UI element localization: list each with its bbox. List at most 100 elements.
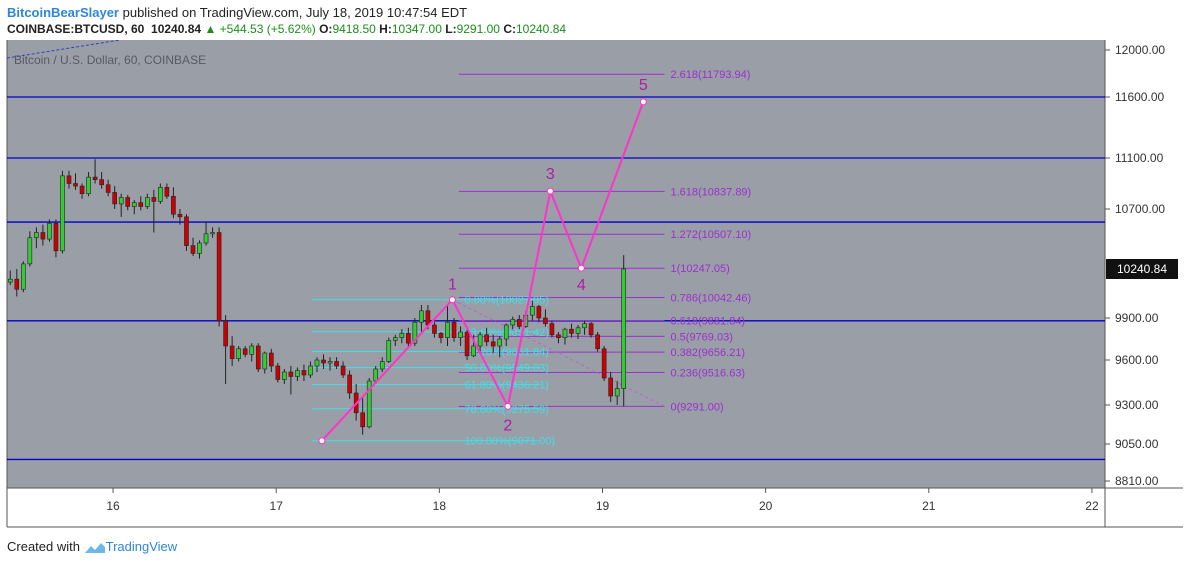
change-value: ▲ +544.53 (+5.62%)	[204, 22, 315, 36]
candle-body	[255, 345, 261, 370]
published-text: published on TradingView.com, July 18, 2…	[119, 5, 468, 20]
candle-body	[79, 185, 85, 195]
candle-body	[360, 412, 365, 428]
last-price-tag-text: 10240.84	[1117, 262, 1167, 276]
candle-body	[497, 338, 503, 347]
candle-body	[379, 361, 385, 370]
high-label: H:	[379, 22, 392, 36]
trend-line-dashed	[6, 39, 121, 59]
candle-body	[34, 232, 39, 239]
y-axis-tick-label: 9300.00	[1115, 398, 1159, 412]
y-axis-tick-label: 8810.00	[1115, 474, 1159, 488]
y-axis-tick-label: 9900.00	[1115, 311, 1159, 325]
author-link[interactable]: BitcoinBearSlayer	[7, 5, 119, 20]
candle-body	[131, 202, 137, 207]
y-axis-tick-label: 9050.00	[1115, 437, 1159, 451]
plot-background	[7, 40, 1105, 488]
candle-body	[471, 345, 476, 357]
fib-extension-label: 1.618(10837.89)	[670, 186, 751, 198]
x-axis-tick-label: 17	[270, 499, 284, 513]
fib-extension-label: 1(10247.05)	[670, 263, 729, 275]
candle-body	[210, 232, 215, 235]
fib-retracement-label: 100.00%(9071.00)	[465, 436, 556, 448]
candle-body	[112, 192, 117, 205]
fib-extension-label: 0.618(9881.84)	[670, 316, 745, 328]
candle-body	[171, 195, 176, 215]
candle-body	[86, 176, 91, 195]
footer: Created with TradingView	[7, 539, 177, 555]
publish-line: BitcoinBearSlayer published on TradingVi…	[7, 5, 467, 20]
last-price: 10240.84	[151, 22, 202, 36]
candle-body	[282, 371, 287, 380]
candle-body	[464, 331, 470, 357]
candle-body	[406, 333, 411, 344]
fib-extension-label: 0.5(9769.03)	[670, 331, 732, 343]
candle-body	[340, 365, 346, 376]
elliott-wave-path	[321, 101, 645, 442]
candle-body	[412, 321, 418, 344]
x-axis-tick-label: 22	[1085, 499, 1099, 513]
candle-body	[197, 242, 202, 254]
candle-body	[158, 187, 163, 202]
candle-body	[105, 184, 111, 193]
candle-body	[242, 348, 248, 355]
candle-body	[295, 370, 300, 377]
candle-body	[536, 306, 542, 319]
created-with-text: Created with	[7, 539, 80, 554]
candle-body	[73, 183, 78, 187]
candle-body	[223, 320, 228, 347]
fib-retracement-label: 0.00%(10027.05)	[465, 295, 549, 307]
wave-point	[448, 296, 456, 304]
low-label: L:	[445, 22, 457, 36]
candle-body	[477, 334, 483, 347]
change-text: +544.53 (+5.62%)	[219, 22, 316, 36]
candle-body	[445, 321, 450, 338]
high-value: 10347.00	[391, 22, 442, 36]
wave-point	[504, 402, 512, 410]
fib-extension-label: 0.236(9516.63)	[670, 368, 745, 380]
open-label: O:	[319, 22, 333, 36]
candle-body	[608, 377, 613, 397]
y-axis-tick-label: 10700.00	[1115, 202, 1165, 216]
last-price-tag: 10240.84	[1106, 259, 1178, 279]
candle-body	[549, 323, 555, 336]
candle-body	[60, 175, 65, 252]
candle-body	[366, 380, 372, 428]
candle-body	[40, 232, 46, 240]
candle-body	[164, 187, 170, 197]
candle-body	[53, 223, 59, 252]
candle-body	[484, 334, 489, 343]
x-axis-tick-label: 19	[596, 499, 610, 513]
candle-body	[621, 268, 627, 389]
fib-extension-label: 0(9291.00)	[670, 401, 723, 413]
candle-body	[249, 345, 255, 355]
x-axis-tick-label: 21	[922, 499, 936, 513]
candle-body	[327, 361, 333, 364]
chart-area[interactable]: 2.618(11793.94) 1.618(10837.89) 1.272(1050…	[0, 39, 1188, 530]
candle-body	[190, 245, 196, 254]
fib-retracement-label: 61.80%(9436.21)	[465, 380, 549, 392]
candle-body	[458, 331, 463, 338]
wave-point	[546, 187, 554, 195]
tradingview-link[interactable]: TradingView	[105, 539, 178, 554]
candle-body	[203, 233, 209, 244]
candle-body	[177, 213, 183, 218]
candle-body	[438, 333, 444, 338]
candle-body	[334, 361, 339, 367]
candle-body	[588, 323, 594, 336]
symbol-label: COINBASE:BTCUSD, 60	[7, 22, 145, 36]
candle-body	[392, 337, 398, 341]
candle-body	[229, 345, 235, 359]
price-chart[interactable]: 2.618(11793.94) 1.618(10837.89) 1.272(1050…	[0, 39, 1188, 530]
candle-body	[145, 197, 150, 207]
candle-body	[118, 197, 124, 205]
candle-body	[575, 327, 581, 334]
candle-body	[530, 306, 535, 316]
wave-point	[577, 264, 585, 272]
candle-body	[236, 348, 241, 359]
candle-body	[595, 334, 600, 350]
candle-body	[347, 374, 352, 394]
x-axis-tick-label: 16	[106, 499, 120, 513]
candle-body	[601, 348, 607, 379]
candle-body	[7, 278, 13, 283]
